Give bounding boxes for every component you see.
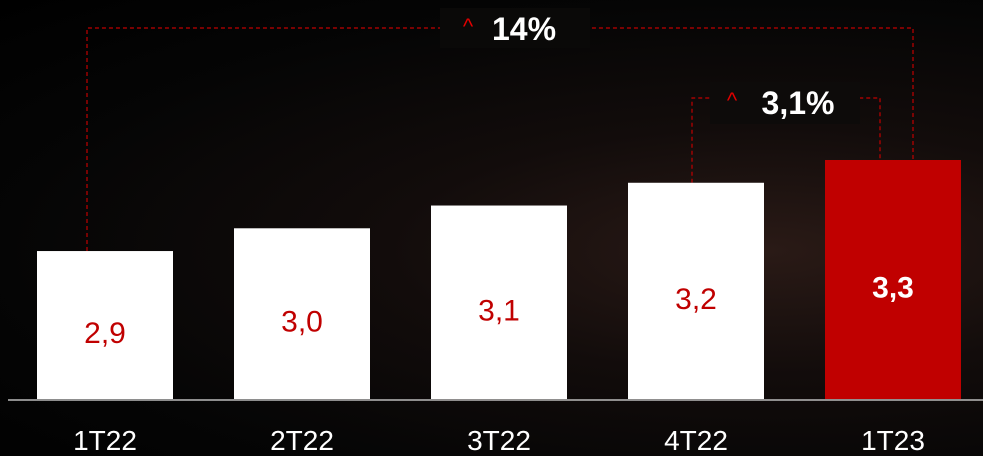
growth-annotations: ^ 14% ^ 3,1% (440, 8, 860, 124)
bar-4T22 (628, 182, 764, 399)
value-label-1T23: 3,3 (872, 272, 914, 305)
growth-box-total (440, 8, 590, 48)
bar-1T22 (37, 251, 173, 399)
category-label-4T22: 4T22 (664, 425, 728, 456)
bar-2T22 (234, 228, 370, 399)
value-label-3T22: 3,1 (478, 294, 520, 327)
value-label-1T22: 2,9 (84, 317, 126, 350)
bars (37, 160, 961, 399)
growth-box-quarter (710, 82, 860, 124)
category-label-1T23: 1T23 (861, 425, 925, 456)
connector-total-growth (86, 27, 914, 252)
bar-3T22 (431, 205, 567, 399)
value-labels: 2,9 3,0 3,1 3,2 3,3 (84, 272, 914, 351)
category-label-1T22: 1T22 (73, 425, 137, 456)
category-label-2T22: 2T22 (270, 425, 334, 456)
category-labels: 1T22 2T22 3T22 4T22 1T23 (73, 425, 925, 456)
category-label-3T22: 3T22 (467, 425, 531, 456)
value-label-4T22: 3,2 (675, 283, 717, 316)
growth-label-total: 14% (492, 11, 556, 47)
value-label-2T22: 3,0 (281, 306, 323, 339)
caret-up-icon: ^ (727, 88, 738, 113)
caret-up-icon: ^ (463, 14, 474, 39)
bar-1T23 (825, 160, 961, 399)
growth-label-quarter: 3,1% (762, 85, 835, 121)
